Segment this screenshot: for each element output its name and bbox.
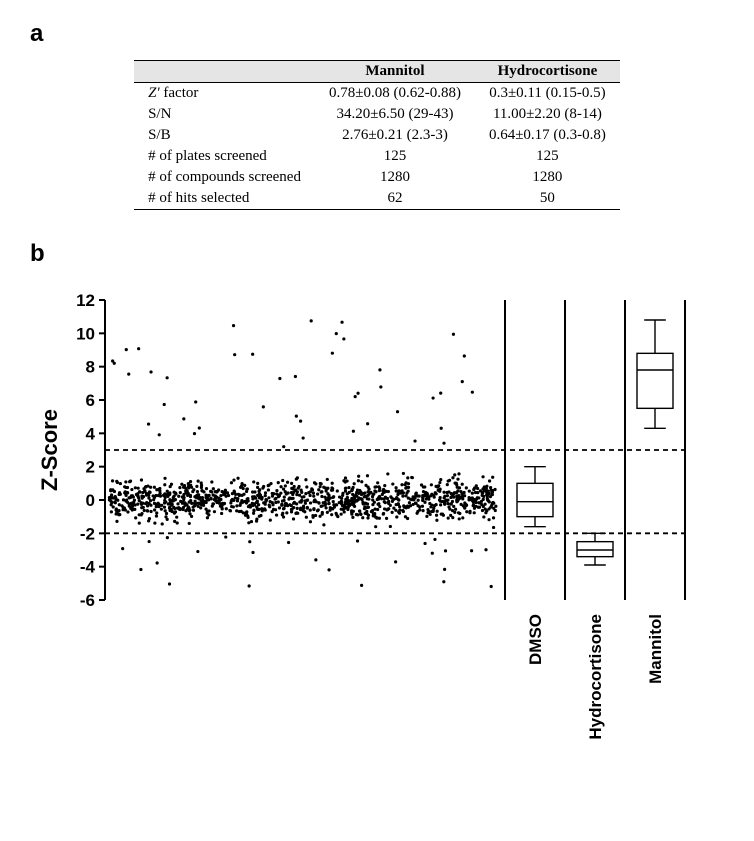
svg-text:-6: -6 <box>80 591 95 610</box>
table-cell: S/B <box>134 125 315 146</box>
table-cell: 50 <box>475 188 620 210</box>
stats-table: MannitolHydrocortisone Z' factor0.78±0.0… <box>134 60 620 210</box>
table-cell: 0.78±0.08 (0.62-0.88) <box>315 83 475 105</box>
table-cell: # of plates screened <box>134 146 315 167</box>
svg-text:Hydrocortisone: Hydrocortisone <box>586 614 605 740</box>
table-cell: 0.3±0.11 (0.15-0.5) <box>475 83 620 105</box>
svg-text:6: 6 <box>86 391 95 410</box>
table-cell: 1280 <box>475 167 620 188</box>
table-cell: # of hits selected <box>134 188 315 210</box>
table-cell: 125 <box>475 146 620 167</box>
table-row: # of hits selected6250 <box>134 188 620 210</box>
panel-a-label: a <box>30 20 724 48</box>
table-cell: 0.64±0.17 (0.3-0.8) <box>475 125 620 146</box>
panel-b-label: b <box>30 240 724 268</box>
svg-text:-4: -4 <box>80 558 96 577</box>
svg-text:4: 4 <box>86 424 96 443</box>
table-cell: 1280 <box>315 167 475 188</box>
svg-text:DMSO: DMSO <box>526 614 545 665</box>
table-cell: 34.20±6.50 (29-43) <box>315 104 475 125</box>
table-cell: 62 <box>315 188 475 210</box>
table-header: Mannitol <box>315 61 475 83</box>
table-cell: 11.00±2.20 (8-14) <box>475 104 620 125</box>
svg-text:Mannitol: Mannitol <box>646 614 665 684</box>
svg-text:10: 10 <box>76 324 95 343</box>
svg-text:0: 0 <box>86 491 95 510</box>
svg-text:8: 8 <box>86 358 95 377</box>
table-cell: 2.76±0.21 (2.3-3) <box>315 125 475 146</box>
table-row: Z' factor0.78±0.08 (0.62-0.88)0.3±0.11 (… <box>134 83 620 105</box>
table-row: S/B2.76±0.21 (2.3-3)0.64±0.17 (0.3-0.8) <box>134 125 620 146</box>
table-cell: Z' factor <box>134 83 315 105</box>
table-header <box>134 61 315 83</box>
table-row: # of plates screened125125 <box>134 146 620 167</box>
table-cell: S/N <box>134 104 315 125</box>
svg-text:2: 2 <box>86 458 95 477</box>
table-cell: 125 <box>315 146 475 167</box>
svg-text:Z-Score: Z-Score <box>37 409 62 491</box>
table-row: # of compounds screened12801280 <box>134 167 620 188</box>
table-cell: # of compounds screened <box>134 167 315 188</box>
svg-text:12: 12 <box>76 291 95 310</box>
svg-text:-2: -2 <box>80 524 95 543</box>
table-header: Hydrocortisone <box>475 61 620 83</box>
zscore-chart: -6 -4 -2 0 2 4 6 8 10 12 Z-Score DMSO Hydrocortisone… <box>30 280 724 740</box>
table-row: S/N34.20±6.50 (29-43)11.00±2.20 (8-14) <box>134 104 620 125</box>
